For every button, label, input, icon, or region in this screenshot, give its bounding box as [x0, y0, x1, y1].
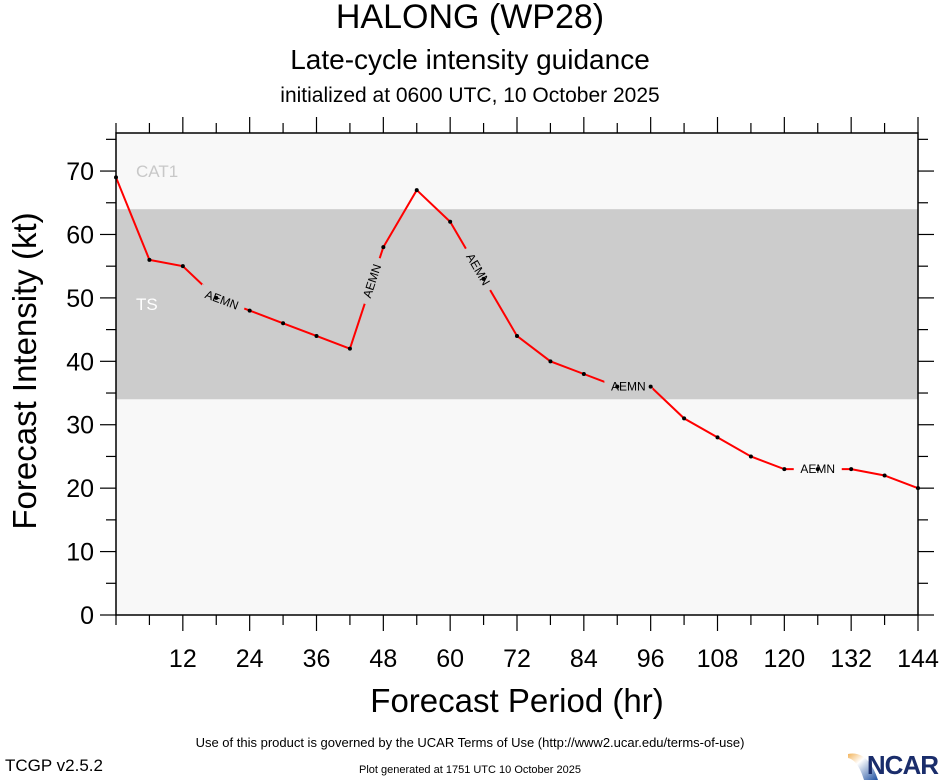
data-point	[481, 276, 486, 281]
y-tick-label: 50	[66, 285, 94, 313]
x-tick-label: 132	[830, 645, 872, 673]
data-point	[748, 454, 753, 459]
band-cat1	[116, 133, 918, 210]
data-point	[849, 467, 854, 472]
y-tick-label: 10	[66, 539, 94, 567]
x-tick-label: 12	[169, 645, 197, 673]
data-point	[247, 308, 252, 313]
data-point	[314, 333, 319, 338]
init-time: initialized at 0600 UTC, 10 October 2025	[280, 84, 660, 107]
data-point	[715, 435, 720, 440]
ncar-logo-text: NCAR	[866, 750, 939, 780]
data-point	[615, 384, 620, 389]
data-point	[448, 219, 453, 224]
ncar-swoosh-icon	[848, 753, 878, 780]
x-tick-label: 84	[570, 645, 598, 673]
x-tick-label: 36	[303, 645, 331, 673]
data-point	[882, 473, 887, 478]
y-tick-label: 70	[66, 158, 94, 186]
y-tick-label: 30	[66, 412, 94, 440]
x-tick-label: 108	[697, 645, 739, 673]
terms-of-use: Use of this product is governed by the U…	[195, 735, 745, 750]
data-point	[782, 467, 787, 472]
data-point	[381, 245, 386, 250]
series-label: AEMN	[800, 462, 835, 476]
x-tick-label: 24	[236, 645, 264, 673]
x-axis-label: Forecast Period (hr)	[370, 682, 664, 719]
band-td	[116, 399, 918, 615]
y-tick-label: 20	[66, 475, 94, 503]
band-label-cat1: CAT1	[136, 162, 178, 181]
y-tick-label: 40	[66, 348, 94, 376]
x-tick-label: 60	[436, 645, 464, 673]
band-ts	[116, 209, 918, 400]
data-point	[815, 467, 820, 472]
y-axis-label: Forecast Intensity (kt)	[6, 212, 43, 530]
ncar-logo: NCAR	[848, 748, 940, 780]
x-tick-label: 72	[503, 645, 531, 673]
data-point	[281, 321, 286, 326]
y-tick-label: 60	[66, 221, 94, 249]
y-tick-label: 0	[80, 602, 94, 630]
x-tick-label: 144	[897, 645, 939, 673]
chart-title: HALONG (WP28)	[335, 0, 605, 36]
data-point	[347, 346, 352, 351]
data-point	[682, 416, 687, 421]
x-tick-label: 48	[369, 645, 397, 673]
data-point	[214, 295, 219, 300]
x-tick-label: 120	[763, 645, 805, 673]
data-point	[515, 333, 519, 338]
data-point	[414, 188, 419, 193]
data-point	[548, 359, 553, 364]
series-label: AEMN	[611, 380, 646, 394]
x-tick-label: 96	[637, 645, 665, 673]
generated-time: Plot generated at 1751 UTC 10 October 20…	[359, 764, 581, 776]
chart-subtitle: Late-cycle intensity guidance	[290, 44, 650, 75]
data-point	[180, 264, 185, 269]
band-label-ts: TS	[136, 295, 158, 314]
data-point	[648, 384, 653, 389]
data-point	[581, 372, 586, 376]
data-point	[147, 257, 152, 262]
version-label: TCGP v2.5.2	[5, 756, 103, 775]
